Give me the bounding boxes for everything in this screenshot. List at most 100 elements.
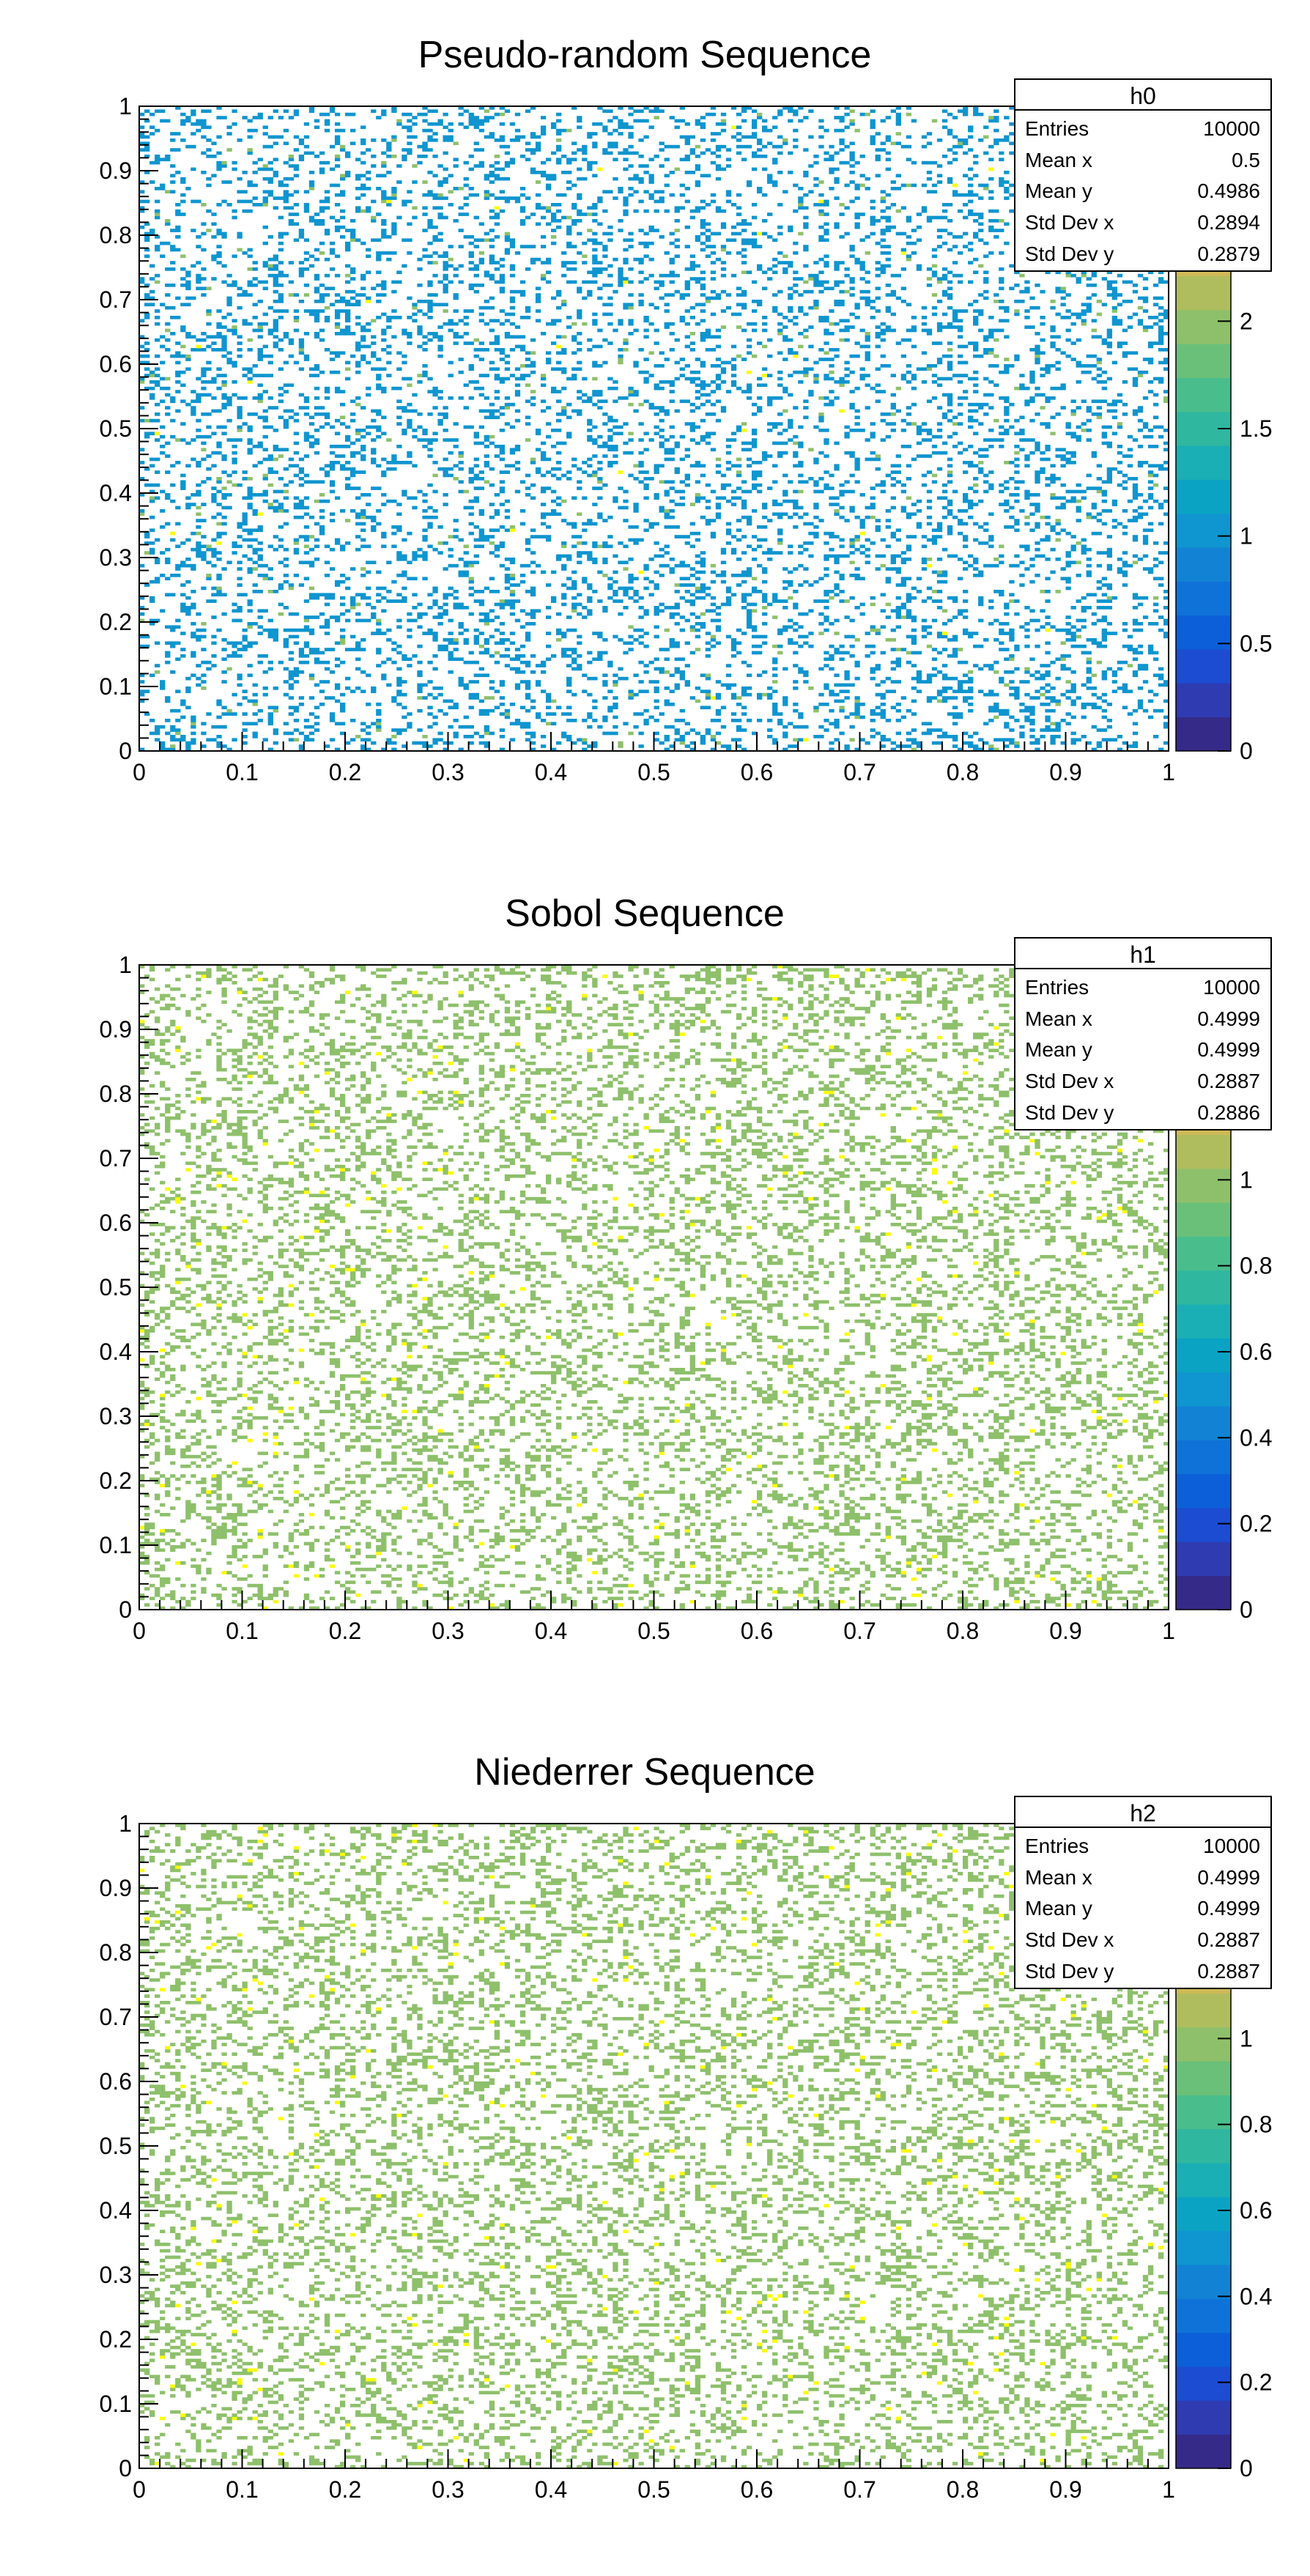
heatmap-cell xyxy=(221,374,226,377)
heatmap-cell xyxy=(190,548,196,552)
heatmap-cell xyxy=(798,645,803,648)
heatmap-cell xyxy=(587,422,592,426)
heatmap-cell xyxy=(757,719,762,722)
heatmap-cell xyxy=(258,609,263,612)
heatmap-cell xyxy=(1014,696,1019,700)
heatmap-cell xyxy=(803,635,808,639)
heatmap-cell xyxy=(546,657,551,661)
heatmap-cell xyxy=(777,528,782,532)
heatmap-cell xyxy=(937,670,942,674)
heatmap-cell xyxy=(536,429,541,432)
heatmap-cell xyxy=(741,480,747,484)
heatmap-cell xyxy=(942,490,947,494)
heatmap-cell xyxy=(721,406,726,410)
heatmap-cell xyxy=(464,406,469,410)
heatmap-cell xyxy=(983,448,988,451)
heatmap-cell xyxy=(1102,435,1107,439)
heatmap-cell xyxy=(350,689,355,693)
heatmap-cell xyxy=(978,422,983,426)
heatmap-cell xyxy=(665,490,670,494)
heatmap-cell xyxy=(1102,509,1107,513)
heatmap-cell xyxy=(284,638,289,642)
heatmap-cell xyxy=(865,458,870,462)
heatmap-cell xyxy=(1138,629,1143,632)
heatmap-cell xyxy=(505,406,510,410)
heatmap-cell xyxy=(829,390,834,393)
heatmap-cell xyxy=(711,571,716,574)
heatmap-cell xyxy=(1076,509,1081,513)
heatmap-cell xyxy=(211,496,216,500)
heatmap-cell xyxy=(607,535,613,538)
heatmap-cell xyxy=(891,741,896,745)
heatmap-cell xyxy=(752,486,757,490)
heatmap-cell xyxy=(510,657,515,661)
heatmap-cell xyxy=(139,564,144,568)
heatmap-cell xyxy=(1128,564,1133,568)
heatmap-cell xyxy=(314,500,319,503)
heatmap-cell xyxy=(396,422,401,426)
heatmap-cell xyxy=(221,393,226,397)
heatmap-cell xyxy=(464,551,469,555)
heatmap-cell xyxy=(350,648,355,651)
heatmap-cell xyxy=(314,438,319,442)
heatmap-cell xyxy=(947,512,952,516)
heatmap-cell xyxy=(253,538,258,542)
heatmap-cell xyxy=(243,712,248,716)
heatmap-cell xyxy=(1071,490,1076,494)
heatmap-cell xyxy=(335,371,340,374)
heatmap-cell xyxy=(721,725,726,729)
heatmap-cell xyxy=(793,651,798,655)
heatmap-cell xyxy=(1092,451,1097,455)
heatmap-cell xyxy=(670,390,675,393)
heatmap-cell xyxy=(767,374,772,377)
heatmap-cell xyxy=(695,577,700,580)
heatmap-cell xyxy=(700,474,706,478)
heatmap-cell xyxy=(139,689,144,693)
heatmap-cell xyxy=(412,577,417,580)
heatmap-cell xyxy=(299,703,304,706)
heatmap-cell xyxy=(505,377,510,381)
heatmap-cell xyxy=(1097,661,1102,665)
heatmap-cell xyxy=(464,574,469,577)
heatmap-cell xyxy=(190,493,196,497)
heatmap-cell xyxy=(777,632,782,635)
heatmap-cell xyxy=(638,438,643,442)
heatmap-cell xyxy=(829,654,834,658)
heatmap-cell xyxy=(747,603,752,607)
heatmap-cell xyxy=(721,548,726,552)
heatmap-cell xyxy=(788,438,793,442)
heatmap-cell xyxy=(1076,645,1081,648)
heatmap-cell xyxy=(623,567,628,571)
heatmap-cell xyxy=(407,451,412,455)
heatmap-cell xyxy=(263,419,268,423)
heatmap-cell xyxy=(798,716,803,719)
heatmap-cell xyxy=(309,435,314,439)
heatmap-cell xyxy=(952,374,958,377)
heatmap-cell xyxy=(294,464,299,467)
heatmap-cell xyxy=(952,555,958,558)
heatmap-cell xyxy=(211,432,216,435)
heatmap-cell xyxy=(459,558,464,561)
heatmap-cell xyxy=(876,367,881,371)
heatmap-cell xyxy=(716,612,721,616)
heatmap-cell xyxy=(448,657,454,661)
heatmap-cell xyxy=(706,506,711,510)
heatmap-cell xyxy=(536,664,541,667)
heatmap-cell xyxy=(294,496,299,500)
heatmap-cell xyxy=(654,689,659,693)
heatmap-cell xyxy=(973,464,978,467)
heatmap-cell xyxy=(741,712,747,716)
heatmap-cell xyxy=(253,700,258,703)
heatmap-cell xyxy=(1138,703,1143,706)
heatmap-cell xyxy=(474,538,479,542)
heatmap-cell xyxy=(216,593,221,596)
heatmap-cell xyxy=(757,490,762,494)
heatmap-cell xyxy=(232,609,237,612)
heatmap-cell xyxy=(968,735,973,739)
heatmap-cell xyxy=(299,500,304,503)
heatmap-cell xyxy=(983,564,988,568)
heatmap-cell xyxy=(1009,516,1014,519)
heatmap-cell xyxy=(448,741,454,745)
heatmap-cell xyxy=(1097,744,1102,748)
heatmap-cell xyxy=(437,390,443,393)
